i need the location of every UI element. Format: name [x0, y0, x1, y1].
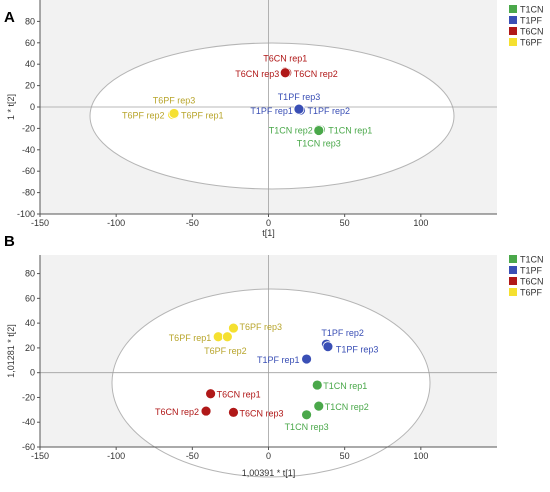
legend-swatch-t1cn	[509, 5, 517, 13]
data-point-t6pf	[221, 331, 233, 343]
point-label: T1CN rep1	[323, 381, 367, 391]
legend-label: T1PF	[520, 266, 543, 276]
x-tick-label: 50	[340, 218, 350, 228]
data-point-t6cn	[200, 405, 212, 417]
point-label: T1PF rep2	[321, 328, 364, 338]
y-tick-label: -40	[22, 145, 35, 155]
y-tick-label: 80	[25, 269, 35, 279]
legend-swatch-t1pf	[509, 266, 517, 274]
y-tick-label: -80	[22, 188, 35, 198]
point-label: T1PF rep3	[278, 92, 321, 102]
x-tick-label: 100	[413, 218, 428, 228]
point-label: T1CN rep3	[285, 422, 329, 432]
point-label: T1PF rep3	[336, 345, 379, 355]
y-tick-label: 40	[25, 318, 35, 328]
point-label: T6PF rep3	[239, 322, 282, 332]
score-plot-a: A-150 -100 -50 0 50 100-100-80-60-40-20020406…	[4, 0, 544, 238]
panel-label: B	[4, 233, 15, 250]
x-tick-label: -150	[31, 451, 49, 461]
data-point-t6pf	[168, 108, 180, 119]
legend-swatch-t1cn	[509, 255, 517, 263]
point-label: T6CN rep2	[155, 407, 199, 417]
point-label: T1PF rep1	[250, 106, 293, 116]
x-axis-title: 1,00391 * t[1]	[242, 468, 296, 478]
x-tick-label: -50	[186, 451, 199, 461]
y-tick-label: -60	[22, 166, 35, 176]
point-label: T6CN rep3	[235, 69, 279, 79]
y-tick-label: 20	[25, 343, 35, 353]
y-tick-label: -40	[22, 417, 35, 427]
y-tick-label: -20	[22, 392, 35, 402]
y-tick-label: 40	[25, 59, 35, 69]
y-tick-label: -100	[17, 209, 35, 219]
data-point-t1cn	[311, 379, 323, 391]
y-tick-label: 0	[30, 102, 35, 112]
legend-label: T1PF	[520, 16, 543, 26]
legend-swatch-t6cn	[509, 277, 517, 285]
legend-label: T6PF	[520, 288, 543, 298]
point-label: T1CN rep1	[328, 125, 372, 135]
data-point-t1cn	[313, 400, 325, 412]
x-axis-title: t[1]	[262, 228, 275, 238]
point-label: T6CN rep1	[217, 390, 261, 400]
point-label: T1CN rep2	[269, 125, 313, 135]
legend-label: T1CN	[520, 5, 544, 15]
legend-swatch-t6pf	[509, 38, 517, 46]
x-tick-label: -150	[31, 218, 49, 228]
y-axis-title: 1 * t[2]	[6, 94, 16, 120]
y-tick-label: 60	[25, 38, 35, 48]
data-point-t6pf	[212, 331, 224, 343]
panel-label: A	[4, 9, 15, 26]
legend-label: T1CN	[520, 255, 544, 265]
y-tick-label: 80	[25, 16, 35, 26]
x-tick-label: -100	[107, 451, 125, 461]
data-point-t1pf	[301, 353, 312, 365]
data-point-t6cn	[205, 388, 217, 400]
score-plot-b: B -150 -100 -50 0 50 100 -60 -40 -20 0 20 40 60 80 1,00…	[4, 233, 544, 478]
x-tick-label: -50	[186, 218, 199, 228]
data-point-t6cn	[228, 406, 239, 418]
legend-swatch-t6cn	[509, 27, 517, 35]
point-label: T6PF rep1	[181, 110, 224, 120]
x-tick-label: 50	[340, 451, 350, 461]
y-tick-label: 20	[25, 81, 35, 91]
legend-label: T6CN	[520, 277, 544, 287]
data-point-t1pf	[293, 103, 305, 115]
data-point-t1pf	[322, 341, 334, 353]
x-tick-label: 0	[266, 218, 271, 228]
data-point-t1cn	[301, 409, 312, 421]
legend-label: T6CN	[520, 27, 544, 37]
point-label: T6PF rep1	[169, 333, 212, 343]
legend-swatch-t6pf	[509, 288, 517, 296]
x-tick-label: 0	[266, 451, 271, 461]
confidence-ellipse	[111, 288, 431, 478]
point-label: T6PF rep2	[122, 110, 165, 120]
y-tick-label: 0	[30, 368, 35, 378]
point-label: T6PF rep2	[204, 346, 247, 356]
data-point-t6cn	[279, 67, 291, 79]
data-point-t1cn	[313, 125, 325, 136]
legend-label: T6PF	[520, 38, 543, 48]
point-label: T1PF rep2	[307, 106, 350, 116]
legend-swatch-t1pf	[509, 16, 517, 24]
point-label: T1CN rep3	[297, 139, 341, 149]
y-axis-title: 1,01281 * t[2]	[6, 324, 16, 378]
x-tick-label: 100	[413, 451, 428, 461]
point-label: T6CN rep3	[239, 408, 283, 418]
point-label: T6CN rep1	[263, 54, 307, 64]
y-tick-label: -20	[22, 123, 35, 133]
y-tick-label: -60	[22, 442, 35, 452]
point-label: T1PF rep1	[257, 355, 300, 365]
point-label: T6CN rep2	[294, 69, 338, 79]
y-tick-label: 60	[25, 293, 35, 303]
confidence-ellipse	[89, 42, 455, 190]
point-label: T6PF rep3	[153, 95, 196, 105]
data-point-t6pf	[228, 322, 239, 334]
x-tick-label: -100	[107, 218, 125, 228]
point-label: T1CN rep2	[325, 402, 369, 412]
